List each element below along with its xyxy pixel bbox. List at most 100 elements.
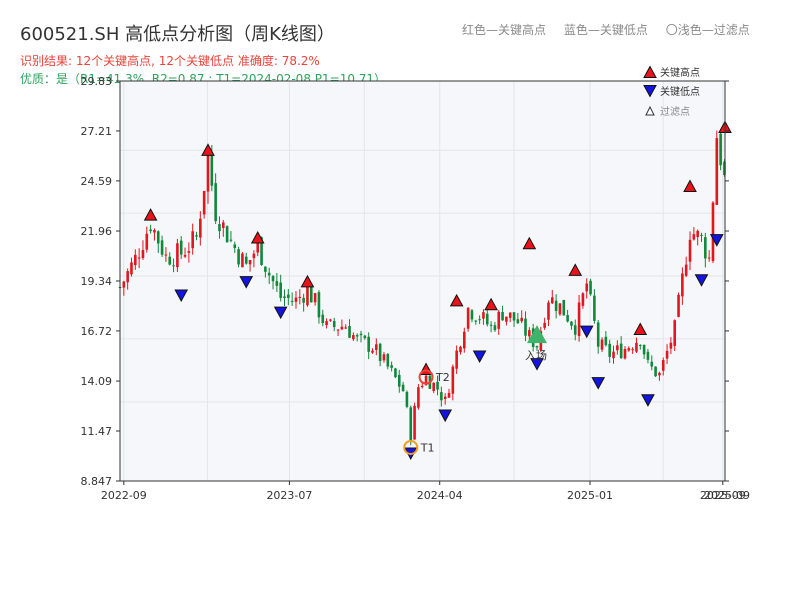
candle-body — [562, 299, 566, 316]
legend-low-label: 关键低点 — [660, 85, 700, 98]
candle-body — [432, 382, 436, 392]
candle-body — [340, 326, 344, 330]
t1-circle — [403, 439, 419, 455]
candle — [375, 338, 378, 356]
candle — [164, 247, 168, 262]
result-summary: 识别结果: 12个关键高点, 12个关键低点 准确度: 78.2% — [20, 54, 320, 68]
candle-body — [244, 256, 248, 264]
candle — [593, 289, 596, 324]
candle — [363, 335, 367, 340]
candle — [229, 231, 233, 243]
candle-body — [589, 280, 592, 295]
candle-body — [440, 392, 443, 401]
candle — [176, 238, 179, 273]
candle-body — [397, 374, 401, 387]
candle — [145, 226, 149, 253]
candle-body — [141, 250, 145, 259]
top-legend-blue: 蓝色—关键低点 — [563, 23, 648, 37]
key-low-marker — [709, 234, 724, 247]
candle — [199, 211, 202, 246]
x-tick-label: 2025-09 — [700, 489, 746, 502]
candle-body — [485, 313, 489, 325]
candle-body — [386, 353, 390, 367]
candle-body — [463, 331, 466, 349]
candle — [451, 364, 455, 401]
candle-body — [505, 316, 508, 322]
top-legend: 红色—关键高点 蓝色—关键低点 〇浅色—过滤点 — [462, 21, 750, 38]
candle-body — [593, 295, 596, 321]
candle — [463, 327, 466, 353]
candle — [623, 346, 627, 360]
key-high-marker — [484, 297, 498, 311]
candle — [371, 348, 374, 354]
candle-body — [520, 317, 523, 322]
candle-body — [187, 251, 191, 253]
key-low-marker — [438, 409, 453, 423]
candle — [466, 307, 470, 332]
candle-body — [681, 273, 684, 297]
candle — [352, 332, 355, 342]
candle-body — [489, 324, 493, 326]
candle-body — [635, 342, 638, 352]
candle — [447, 388, 451, 399]
candle — [283, 289, 286, 307]
candle-body — [417, 387, 420, 408]
candle-body — [348, 325, 351, 338]
candle-body — [638, 344, 642, 346]
y-tick-label: 29.83 — [81, 75, 113, 88]
candle-body — [554, 300, 558, 311]
candle — [141, 240, 145, 260]
candle — [608, 339, 611, 363]
candle-body — [424, 375, 428, 386]
candle — [478, 315, 481, 325]
candle-body — [711, 202, 715, 261]
key-high-marker — [250, 230, 265, 244]
x-tick-label: 2023-07 — [266, 489, 312, 502]
candle-body — [394, 368, 397, 378]
candle-body — [600, 339, 604, 350]
candle-body — [704, 237, 707, 259]
candle-body — [168, 256, 172, 265]
candle-body — [451, 366, 455, 394]
candle-body — [229, 239, 233, 241]
candle-body — [581, 293, 585, 306]
candle — [485, 307, 489, 327]
candle — [432, 382, 436, 394]
key-high-marker — [449, 293, 464, 307]
candle — [707, 250, 711, 262]
candle — [378, 342, 382, 367]
key-low-marker — [174, 289, 189, 302]
key-low-marker — [239, 276, 254, 289]
key-high-marker — [633, 322, 648, 336]
candle-body — [160, 240, 164, 255]
y-tick-label: 21.96 — [81, 225, 113, 238]
candle-body — [482, 312, 485, 319]
candle-body — [608, 343, 611, 357]
candle-body — [715, 138, 719, 205]
candle-body — [474, 320, 478, 322]
candle — [325, 318, 328, 329]
candle — [482, 309, 485, 325]
candle — [631, 347, 634, 354]
candle — [704, 232, 707, 268]
candle-body — [233, 244, 237, 249]
candle — [313, 292, 317, 306]
candle-body — [493, 325, 497, 331]
candle — [248, 259, 252, 272]
entry-marker — [526, 325, 547, 344]
candle — [554, 294, 558, 319]
candle — [646, 348, 650, 364]
candle-body — [191, 231, 194, 249]
candle-body — [367, 336, 370, 352]
candle-body — [596, 322, 600, 347]
x-tick-label: 2022-09 — [101, 489, 147, 502]
candle-body — [631, 349, 634, 351]
candle — [612, 345, 615, 364]
candle — [225, 225, 229, 243]
candle — [290, 292, 294, 306]
candle — [329, 318, 332, 322]
candle — [367, 332, 370, 360]
candle-body — [329, 319, 332, 321]
key-high-marker — [522, 236, 537, 250]
candle-body — [309, 285, 313, 303]
